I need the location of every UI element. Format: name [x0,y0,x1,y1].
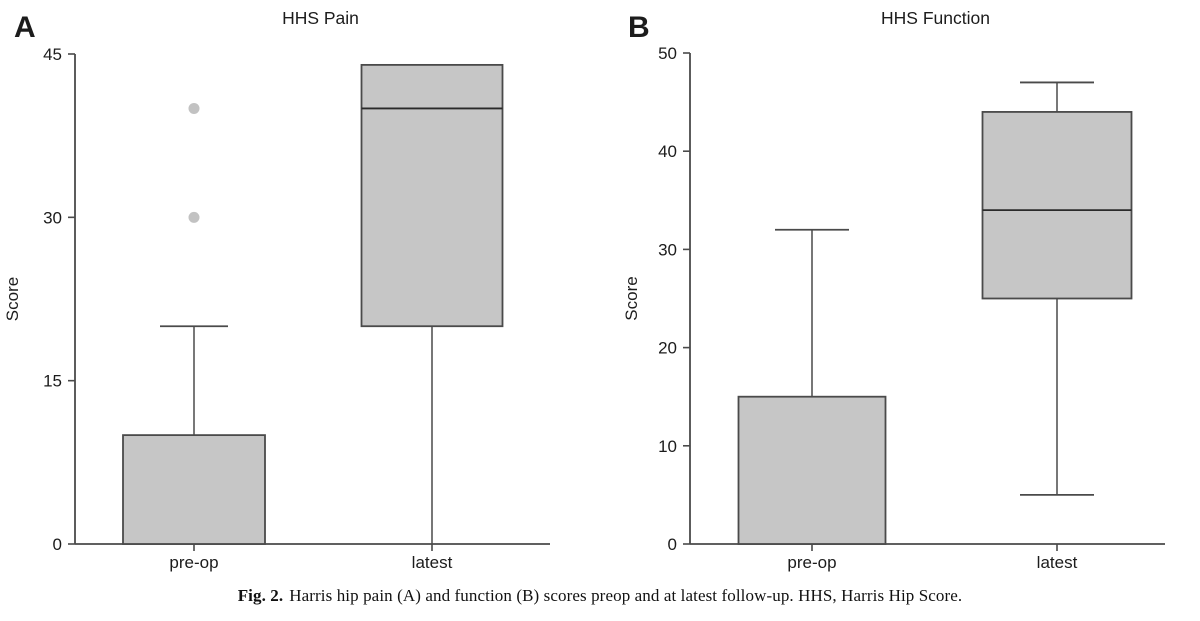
y-axis-label: Score [3,277,22,321]
panel-title: HHS Function [881,8,990,28]
y-tick-label: 40 [658,142,677,161]
category-label: latest [1037,553,1078,572]
y-axis-label: Score [622,276,641,320]
category-label: latest [412,553,453,572]
category-label: pre-op [169,553,218,572]
y-tick-label: 0 [53,535,62,554]
y-tick-label: 30 [658,240,677,259]
panel-letter: B [628,11,650,44]
y-tick-label: 15 [43,372,62,391]
box-pre-op [122,434,266,545]
panel-title: HHS Pain [282,8,359,28]
y-tick-label: 20 [658,339,677,358]
box-latest [981,111,1133,300]
box-latest [360,63,504,328]
caption-label: Fig. 2. [237,586,284,605]
y-tick-label: 30 [43,208,62,227]
panel-letter: A [14,11,36,44]
y-tick-label: 0 [668,535,677,554]
caption-text: Harris hip pain (A) and function (B) sco… [289,586,963,605]
outlier-point [188,102,200,114]
category-label: pre-op [787,553,836,572]
outlier-point [188,211,200,223]
boxplot-figure: A HHS Pain Score 0 15 30 45 pre-op latest B HHS Fu… [3,8,1165,572]
y-tick-label: 10 [658,437,677,456]
y-tick-label: 45 [43,45,62,64]
figure-caption: Fig. 2. Harris hip pain (A) and function … [0,586,1200,606]
y-tick-label: 50 [658,44,677,63]
box-pre-op [737,395,887,545]
